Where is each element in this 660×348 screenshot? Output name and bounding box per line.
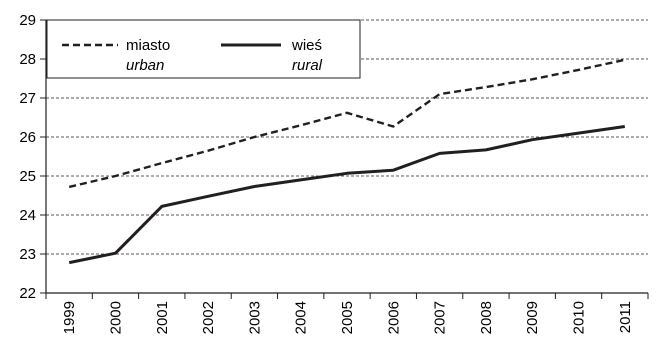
legend: miasto urban wieś rural [46,19,361,79]
x-tick-label-2006: 2006 [385,301,402,334]
y-tick-label-29: 29 [19,12,36,29]
series-line-wies [68,125,626,265]
x-tick-label-2011: 2011 [617,301,634,333]
legend-label-wies: wieś [291,37,322,54]
y-tick-label-27: 27 [19,90,36,107]
y-tick-label-28: 28 [19,51,36,68]
y-tick-label-26: 26 [19,129,36,146]
series-line-miasto [68,58,626,189]
x-tick-label-2003: 2003 [246,301,263,334]
x-tick-label-2007: 2007 [432,301,449,334]
y-tick-label-24: 24 [19,207,36,224]
x-tick-label-2009: 2009 [524,301,541,334]
y-axis-ticks: 22 23 24 25 26 27 28 29 [19,12,46,302]
y-tick-label-25: 25 [19,168,36,185]
x-tick-label-2004: 2004 [293,301,310,334]
legend-sublabel-miasto: urban [126,57,164,74]
x-tick-label-2001: 2001 [154,301,171,334]
legend-box [46,19,361,79]
x-tick-label-2008: 2008 [478,301,495,334]
x-tick-label-2005: 2005 [339,301,356,334]
series-lines [68,58,626,265]
axes [45,20,648,294]
y-tick-label-22: 22 [19,285,36,302]
x-tick-label-2002: 2002 [200,301,217,334]
x-tick-label-2000: 2000 [107,301,124,334]
y-tick-label-23: 23 [19,246,36,263]
legend-label-miasto: miasto [126,37,170,54]
legend-sublabel-wies: rural [292,57,323,74]
x-axis-ticks: 1999 2000 2001 2002 2003 2004 2005 2006 2007 2008… [45,293,649,334]
x-tick-label-2010: 2010 [571,301,588,334]
x-tick-label-1999: 1999 [61,301,78,334]
